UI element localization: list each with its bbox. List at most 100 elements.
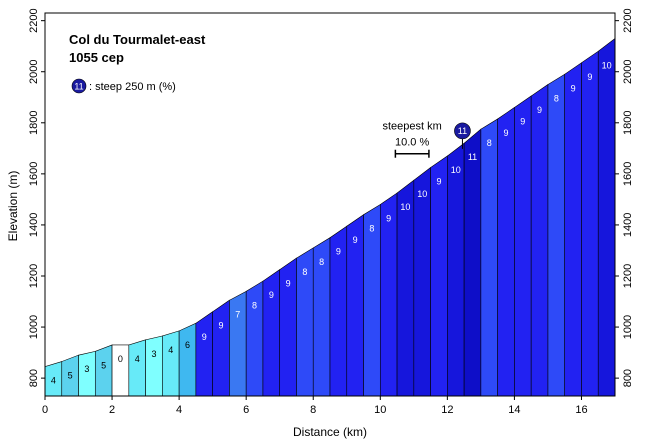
segment-gradient-label: 8 bbox=[302, 267, 307, 277]
profile-segment bbox=[547, 73, 566, 397]
y-tick-label-right: 1200 bbox=[622, 264, 634, 288]
segment-gradient-label: 10 bbox=[400, 202, 410, 212]
segment-gradient-label: 9 bbox=[353, 235, 358, 245]
profile-segment bbox=[581, 50, 599, 397]
y-tick-label-left: 1000 bbox=[28, 315, 40, 339]
y-tick-label-right: 2200 bbox=[622, 8, 634, 32]
y-tick-label-right: 1400 bbox=[622, 213, 634, 237]
x-tick-label: 4 bbox=[176, 404, 182, 416]
segment-gradient-label: 6 bbox=[185, 340, 190, 350]
y-tick-label-right: 2000 bbox=[622, 59, 634, 83]
y-axis-label: Elevation (m) bbox=[6, 171, 20, 242]
y-tick-label-left: 2000 bbox=[28, 59, 40, 83]
x-tick-label: 6 bbox=[243, 404, 249, 416]
y-tick-label-left: 1600 bbox=[28, 162, 40, 186]
y-tick-label-right: 800 bbox=[622, 369, 634, 387]
steepest-km-value: 10.0 % bbox=[395, 137, 429, 149]
segment-gradient-label: 8 bbox=[554, 93, 559, 103]
segment-gradient-label: 8 bbox=[319, 257, 324, 267]
y-tick-label-right: 1000 bbox=[622, 315, 634, 339]
profile-segment bbox=[396, 179, 415, 397]
profile-segment bbox=[514, 95, 532, 397]
segment-gradient-label: 9 bbox=[520, 116, 525, 126]
segment-gradient-label: 11 bbox=[468, 152, 477, 162]
segment-gradient-label: 5 bbox=[68, 371, 73, 381]
x-tick-label: 14 bbox=[508, 404, 520, 416]
segment-gradient-label: 7 bbox=[235, 309, 240, 319]
y-tick-label-left: 800 bbox=[28, 369, 40, 387]
segment-gradient-label: 0 bbox=[118, 354, 123, 364]
profile-segment bbox=[430, 155, 448, 397]
segment-gradient-label: 10 bbox=[451, 165, 461, 175]
segment-gradient-label: 9 bbox=[571, 83, 576, 93]
x-tick-label: 10 bbox=[374, 404, 386, 416]
segment-gradient-label: 3 bbox=[84, 364, 89, 374]
chart-subtitle: 1055 cep bbox=[69, 50, 124, 65]
y-tick-label-left: 1800 bbox=[28, 111, 40, 135]
x-tick-label: 16 bbox=[575, 404, 587, 416]
segment-gradient-label: 8 bbox=[369, 224, 374, 234]
chart-title: Col du Tourmalet-east bbox=[69, 32, 206, 47]
segment-gradient-label: 5 bbox=[101, 360, 106, 370]
profile-segment bbox=[229, 290, 247, 397]
legend-marker bbox=[71, 78, 87, 94]
segment-gradient-label: 10 bbox=[417, 189, 427, 199]
profile-segment bbox=[597, 37, 616, 397]
y-tick-label-right: 1800 bbox=[622, 111, 634, 135]
y-tick-label-left: 1200 bbox=[28, 264, 40, 288]
profile-segment bbox=[212, 299, 230, 397]
profile-segment bbox=[111, 344, 130, 397]
x-tick-label: 0 bbox=[42, 404, 48, 416]
segment-gradient-label: 9 bbox=[587, 72, 592, 82]
segment-gradient-label: 9 bbox=[336, 247, 341, 257]
steepest-km-annotation: steepest km 10.0 % bbox=[382, 121, 442, 158]
y-tick-label-right: 1600 bbox=[622, 162, 634, 186]
segment-gradient-label: 8 bbox=[252, 300, 257, 310]
profile-segment bbox=[497, 106, 515, 397]
steep-250m-marker: 11 bbox=[454, 122, 471, 149]
profile-segment bbox=[564, 62, 582, 397]
profile-segment bbox=[195, 311, 213, 397]
profile-segment bbox=[94, 344, 113, 397]
profile-segment bbox=[162, 330, 180, 397]
segment-gradient-label: 9 bbox=[286, 279, 291, 289]
segment-gradient-label: 9 bbox=[269, 290, 274, 300]
legend-marker-label: 11 bbox=[74, 82, 83, 92]
profile-segment bbox=[447, 142, 465, 397]
segment-gradient-label: 9 bbox=[504, 128, 509, 138]
steep-marker-circle bbox=[454, 122, 471, 140]
profile-segment bbox=[530, 83, 549, 397]
segment-gradient-label: 9 bbox=[537, 105, 542, 115]
profile-segment bbox=[145, 335, 163, 397]
plot-frame bbox=[44, 12, 616, 397]
segment-gradient-label: 10 bbox=[602, 60, 612, 70]
x-tick-label: 2 bbox=[109, 404, 115, 416]
x-tick-label: 8 bbox=[310, 404, 316, 416]
profile-segment bbox=[413, 166, 431, 397]
segment-gradient-label: 9 bbox=[436, 176, 441, 186]
profile-segment bbox=[262, 269, 281, 397]
segment-gradient-label: 3 bbox=[151, 349, 156, 359]
x-axis-label: Distance (km) bbox=[293, 425, 367, 439]
profile-segment bbox=[178, 322, 197, 397]
segment-gradient-label: 9 bbox=[202, 332, 207, 342]
segment-gradient-label: 9 bbox=[386, 214, 391, 224]
profile-segment bbox=[480, 118, 498, 397]
steep-marker-label: 11 bbox=[458, 126, 467, 136]
x-tick-label: 12 bbox=[441, 404, 453, 416]
segment-gradient-label: 4 bbox=[168, 345, 173, 355]
segment-gradient-label: 4 bbox=[135, 354, 140, 364]
legend-text: : steep 250 m (%) bbox=[89, 81, 176, 93]
y-tick-label-left: 1400 bbox=[28, 213, 40, 237]
profile-segment bbox=[128, 339, 146, 397]
profile-segment bbox=[463, 128, 482, 397]
y-tick-label-left: 2200 bbox=[28, 8, 40, 32]
segment-gradient-label: 9 bbox=[219, 321, 224, 331]
steepest-km-label: steepest km bbox=[382, 121, 441, 133]
segment-gradient-label: 4 bbox=[51, 376, 56, 386]
profile-segment bbox=[245, 280, 264, 397]
segment-gradient-label: 8 bbox=[487, 138, 492, 148]
legend: 11 : steep 250 m (%) bbox=[71, 78, 176, 94]
axes: 0 2 4 6 8 10 12 14 16 800 800 1000 1000 1200 1200 1400 1… bbox=[28, 8, 634, 416]
